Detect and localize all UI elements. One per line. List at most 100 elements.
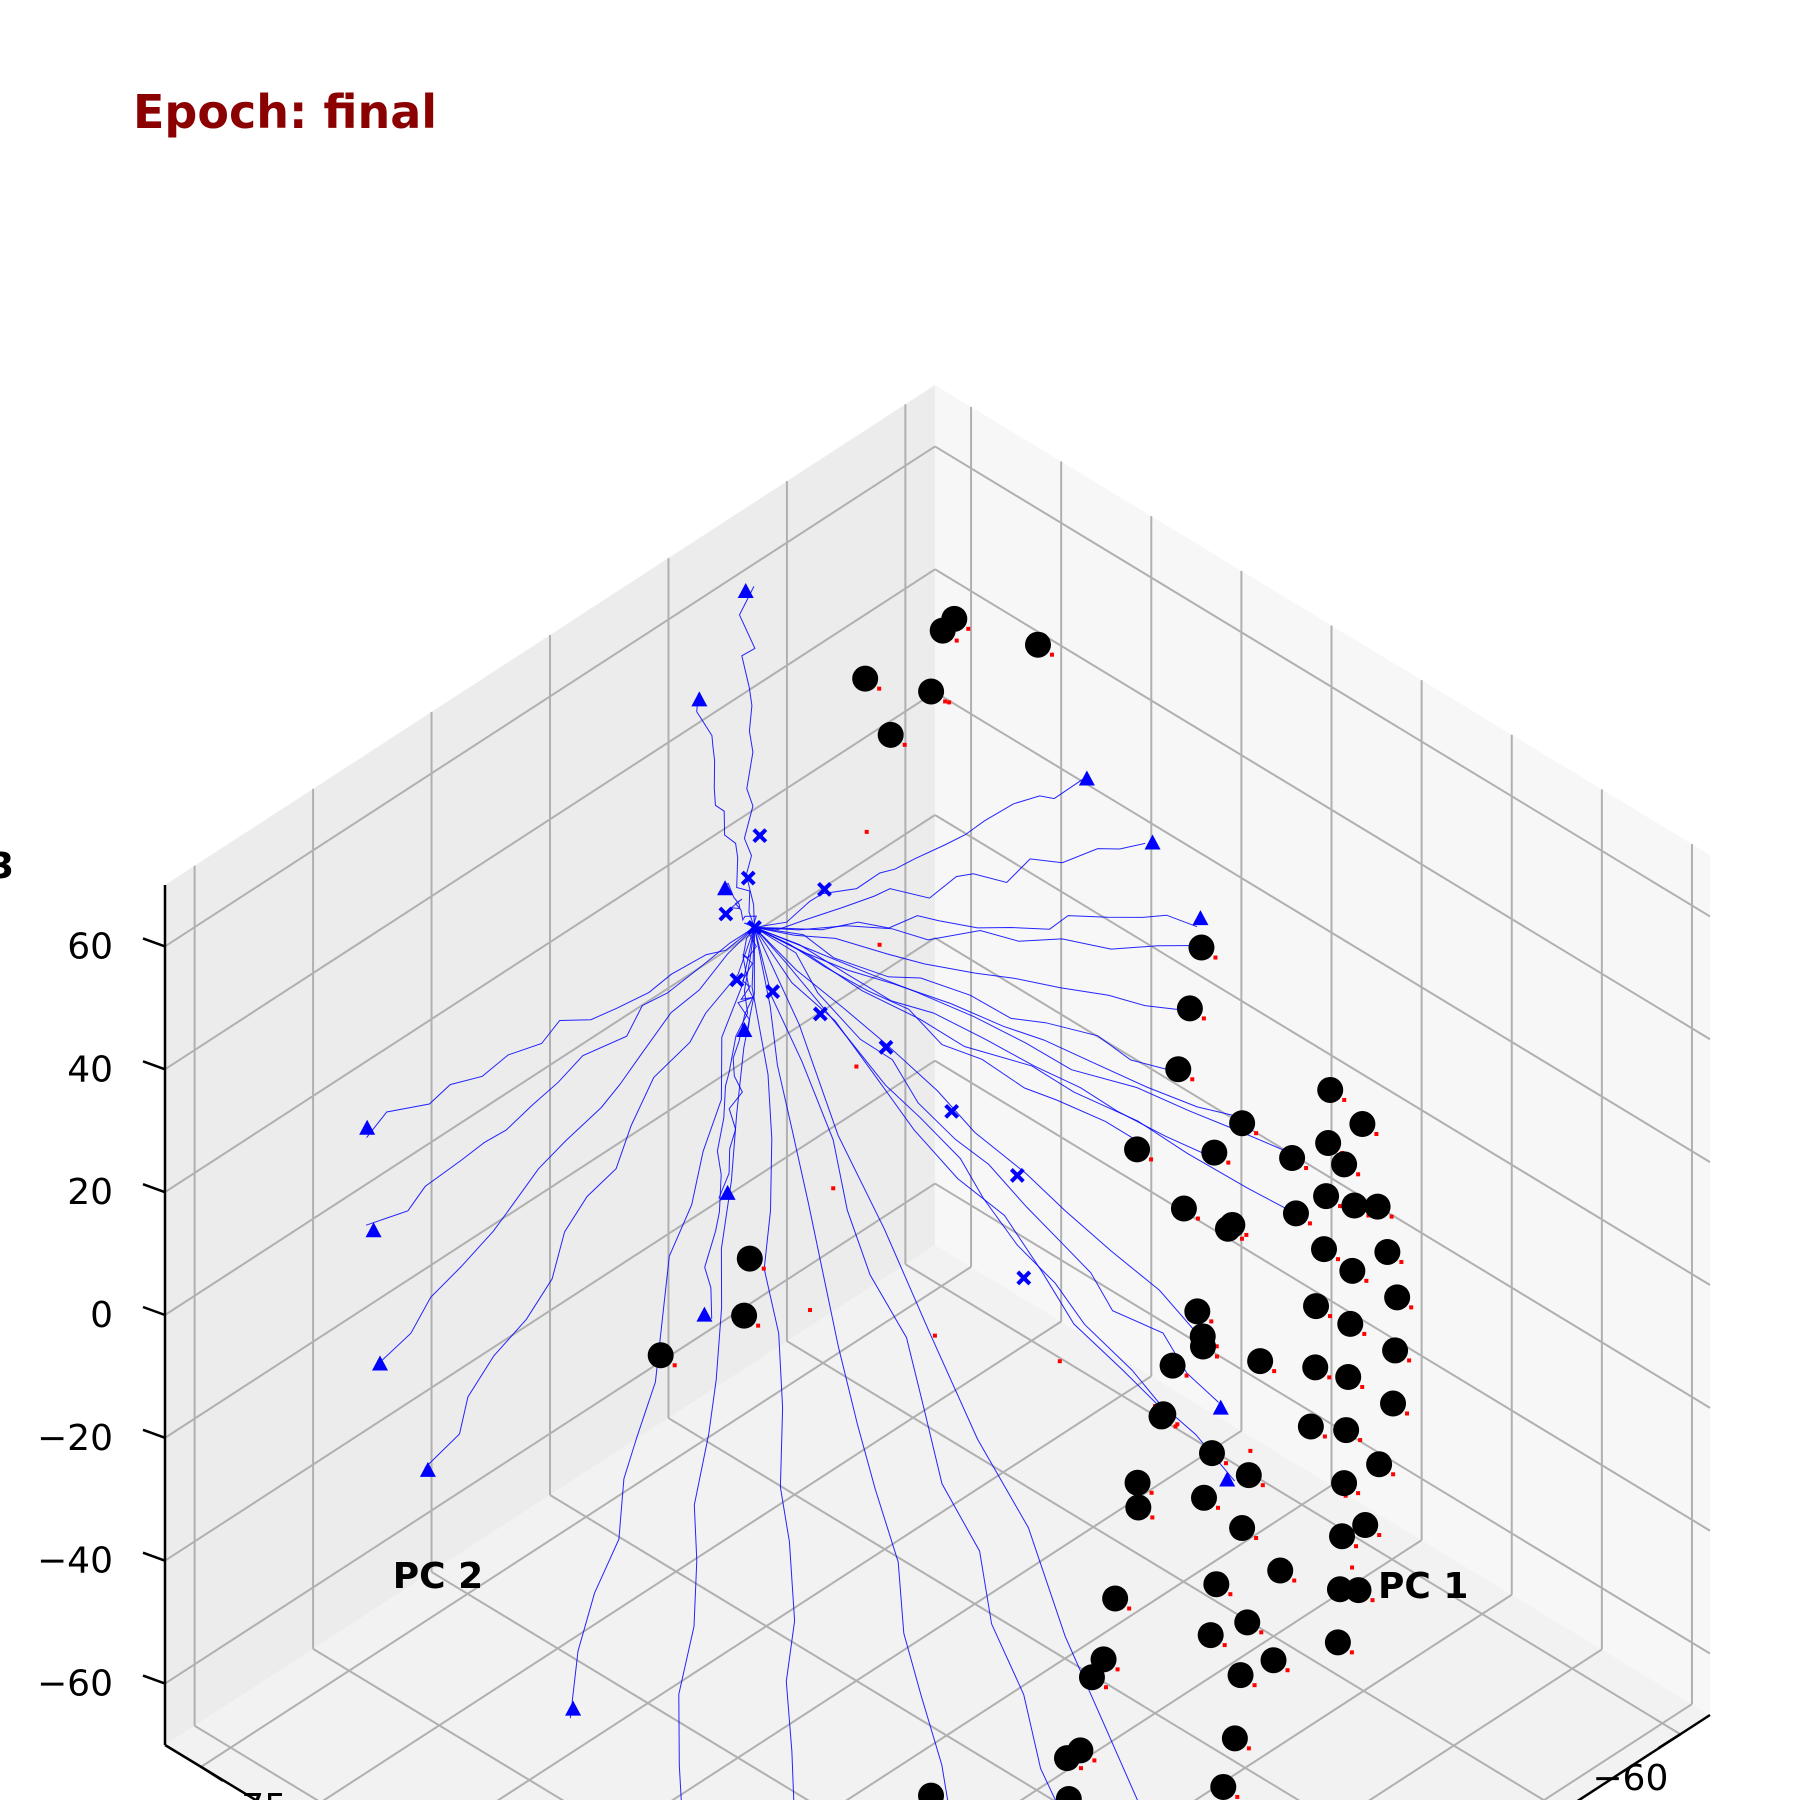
trajectory-line bbox=[754, 927, 1235, 1482]
trajectory-line bbox=[374, 927, 755, 1368]
z-tick-label: 60 bbox=[67, 926, 113, 967]
cross-marker bbox=[765, 984, 781, 999]
x-tick bbox=[200, 1765, 224, 1782]
trajectory-line bbox=[754, 926, 1194, 1012]
endpoint-marker bbox=[1297, 1413, 1324, 1440]
z-tick bbox=[142, 1428, 166, 1440]
target-dot bbox=[1364, 1278, 1369, 1283]
endpoint-marker bbox=[1203, 1571, 1230, 1598]
endpoint-marker bbox=[1024, 631, 1051, 658]
target-dot bbox=[808, 1308, 813, 1313]
target-dot bbox=[1349, 1650, 1354, 1655]
target-dot bbox=[1201, 1016, 1206, 1021]
y-gridline-floor bbox=[549, 1494, 1055, 1800]
endpoint-marker bbox=[1198, 1440, 1225, 1467]
z-tick-label: −60 bbox=[37, 1664, 113, 1705]
endpoint-marker bbox=[1184, 1298, 1211, 1325]
target-dot bbox=[1338, 1204, 1343, 1209]
endpoint-marker bbox=[1303, 1293, 1330, 1320]
target-dot bbox=[1103, 1685, 1108, 1690]
trajectory-line bbox=[753, 927, 1168, 1415]
cross-marker bbox=[812, 1006, 828, 1022]
trajectory-line bbox=[365, 926, 755, 1226]
y-gridline-floor bbox=[431, 1571, 810, 1800]
target-dot bbox=[1150, 1515, 1155, 1520]
trajectory-line bbox=[754, 842, 1146, 931]
target-dot bbox=[1377, 1533, 1382, 1538]
endpoint-marker bbox=[1125, 1494, 1152, 1521]
trajectory-line bbox=[754, 925, 1206, 950]
triangle-marker bbox=[1078, 770, 1095, 786]
triangle-marker bbox=[372, 1355, 389, 1371]
grid-lines bbox=[164, 404, 1711, 1800]
z-gridline-right bbox=[934, 568, 1711, 1041]
z-tick bbox=[142, 1674, 166, 1685]
target-dot bbox=[1358, 1438, 1363, 1443]
z-gridline-right bbox=[934, 814, 1711, 1286]
z-tick bbox=[142, 1182, 166, 1194]
trajectory-line bbox=[754, 926, 1291, 1212]
target-dot bbox=[756, 1323, 761, 1328]
triangle-marker bbox=[737, 582, 754, 598]
target-dot bbox=[1409, 1305, 1414, 1310]
target-dot bbox=[1190, 1077, 1195, 1082]
trajectory-line bbox=[678, 927, 755, 1800]
endpoint-marker bbox=[1190, 1484, 1217, 1511]
x-gridline-floor bbox=[1193, 1593, 1513, 1800]
target-dot bbox=[1127, 1606, 1132, 1611]
target-dot bbox=[1304, 1166, 1309, 1171]
target-dot bbox=[1360, 1384, 1365, 1389]
y-tick bbox=[1657, 1733, 1682, 1750]
endpoint-marker bbox=[1210, 1773, 1237, 1800]
endpoint-marker bbox=[1374, 1238, 1401, 1265]
floor-pane bbox=[165, 1245, 1710, 1800]
endpoint-marker bbox=[1341, 1192, 1368, 1219]
endpoint-marker bbox=[1234, 1609, 1261, 1636]
target-dot bbox=[877, 686, 882, 691]
triangle-marker bbox=[419, 1461, 436, 1477]
endpoint-marker bbox=[1260, 1647, 1287, 1674]
endpoint-marker bbox=[736, 1245, 763, 1272]
target-dot bbox=[943, 699, 948, 704]
endpoint-marker bbox=[1329, 1523, 1356, 1550]
endpoint-marker bbox=[1279, 1145, 1306, 1172]
endpoint-marker bbox=[918, 678, 945, 705]
target-dot bbox=[1292, 1578, 1297, 1583]
target-dot bbox=[932, 1333, 937, 1338]
endpoint-marker bbox=[1313, 1183, 1340, 1210]
trajectory-line bbox=[751, 927, 796, 1800]
z-tick bbox=[142, 1551, 166, 1562]
target-dot bbox=[1215, 1505, 1220, 1510]
cross-marker bbox=[718, 906, 734, 922]
z-gridline-right bbox=[934, 1182, 1711, 1655]
target-dot bbox=[1214, 1344, 1219, 1349]
target-dot bbox=[1307, 1221, 1312, 1226]
cross-marker bbox=[729, 972, 745, 988]
z-tick-label: 20 bbox=[67, 1172, 113, 1213]
endpoint-marker bbox=[1282, 1200, 1309, 1227]
target-dot bbox=[1350, 1565, 1355, 1570]
endpoint-marker bbox=[1317, 1076, 1344, 1103]
endpoint-marker bbox=[1124, 1136, 1151, 1163]
x-gridline-floor bbox=[1368, 1648, 1603, 1800]
endpoint-marker bbox=[1302, 1354, 1329, 1381]
endpoint-marker bbox=[1247, 1348, 1274, 1375]
target-dot bbox=[1356, 1491, 1361, 1496]
triangle-marker bbox=[1192, 910, 1209, 926]
endpoint-marker bbox=[1337, 1310, 1364, 1337]
endpoint-marker bbox=[852, 665, 879, 692]
axis-lines bbox=[142, 885, 1711, 1800]
target-dot bbox=[1254, 1536, 1259, 1541]
endpoint-marker bbox=[1150, 1401, 1177, 1428]
target-dot bbox=[1356, 1172, 1361, 1177]
target-dot bbox=[1389, 1214, 1394, 1219]
target-dot bbox=[1246, 1746, 1251, 1751]
target-dot bbox=[1260, 1483, 1265, 1488]
target-dot bbox=[954, 638, 959, 643]
endpoint-marker bbox=[1382, 1337, 1409, 1364]
y-axis-label: PC 2 bbox=[393, 1556, 483, 1597]
endpoint-marker bbox=[877, 721, 904, 748]
endpoint-marker bbox=[1227, 1662, 1254, 1689]
endpoint-marker bbox=[1366, 1451, 1393, 1478]
